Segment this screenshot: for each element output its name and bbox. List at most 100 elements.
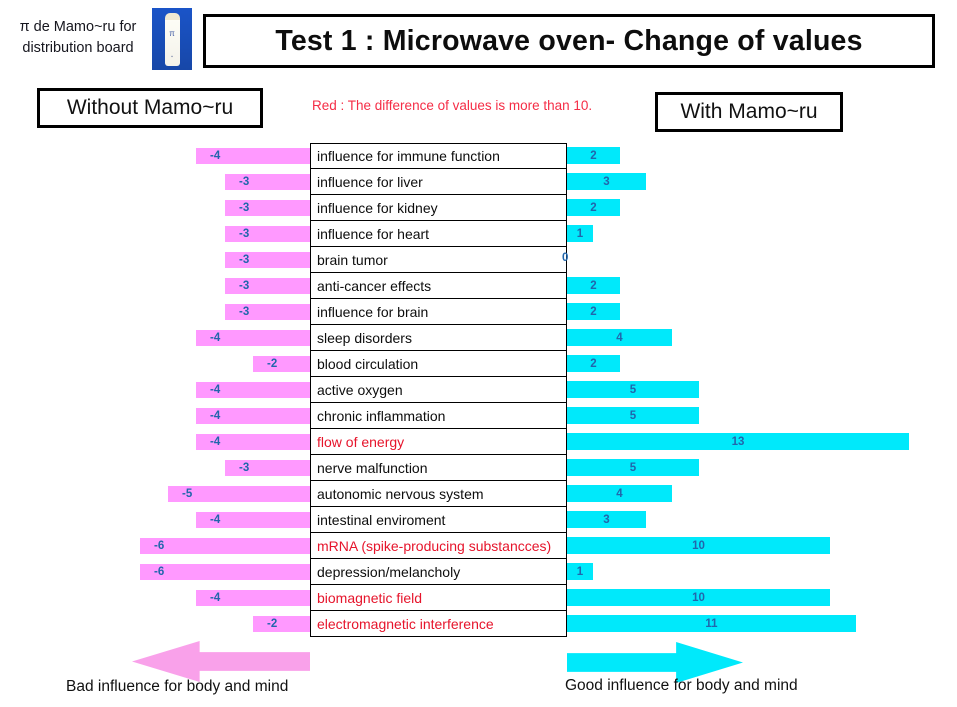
chart-row: -3 influence for kidney 2 [0, 195, 957, 221]
without-bar: -4 [196, 382, 310, 398]
right-bar-zone: 13 [567, 429, 957, 455]
with-value-label: 1 [576, 227, 584, 240]
with-value-label: 2 [590, 201, 597, 214]
right-bar-zone: 2 [567, 351, 957, 377]
without-value-label: -3 [239, 228, 250, 240]
category-label: flow of energy [310, 429, 567, 455]
without-value-label: -2 [267, 618, 278, 630]
without-value-label: -5 [182, 488, 193, 500]
category-label: autonomic nervous system [310, 481, 567, 507]
with-value-label: 3 [603, 175, 610, 188]
category-label: depression/melancholy [310, 559, 567, 585]
with-bar: 13 [567, 433, 909, 450]
without-value-label: -4 [210, 436, 221, 448]
with-value-label: 5 [629, 383, 637, 396]
with-value-label: 10 [692, 591, 705, 604]
right-bar-zone: 2 [567, 273, 957, 299]
without-bar: -4 [196, 512, 310, 528]
with-bar: 1 [567, 563, 593, 580]
chart-row: -3 nerve malfunction 5 [0, 455, 957, 481]
left-bar-zone: -4 [0, 325, 310, 351]
category-label: sleep disorders [310, 325, 567, 351]
without-bar: -3 [225, 460, 310, 476]
with-value-label: 2 [590, 149, 597, 162]
bad-influence-arrow-icon [132, 641, 310, 682]
with-value-label: 2 [590, 305, 597, 318]
with-bar: 11 [567, 615, 856, 632]
left-bar-zone: -4 [0, 143, 310, 169]
category-label: anti-cancer effects [310, 273, 567, 299]
without-value-label: -4 [210, 332, 221, 344]
right-bar-zone: 2 [567, 195, 957, 221]
chart-row: -4 active oxygen 5 [0, 377, 957, 403]
without-bar: -4 [196, 148, 310, 164]
without-value-label: -3 [239, 176, 250, 188]
category-label: electromagnetic interference [310, 611, 567, 637]
with-bar: 3 [567, 173, 646, 190]
without-bar: -3 [225, 226, 310, 242]
without-value-label: -2 [267, 358, 278, 370]
category-label: blood circulation [310, 351, 567, 377]
right-bar-zone: 4 [567, 325, 957, 351]
brand-line-2: distribution board [22, 40, 134, 57]
left-bar-zone: -3 [0, 273, 310, 299]
without-value-label: -4 [210, 410, 221, 422]
with-bar: 1 [567, 225, 593, 242]
chart-row: -4 sleep disorders 4 [0, 325, 957, 351]
right-bar-zone: 5 [567, 377, 957, 403]
category-label: chronic inflammation [310, 403, 567, 429]
chart-row: -2 electromagnetic interference 11 [0, 611, 957, 637]
left-bar-zone: -2 [0, 351, 310, 377]
without-bar: -4 [196, 590, 310, 606]
brand-text: π de Mamo~ru for distribution board [4, 17, 152, 59]
device-bottle-icon: π ▪ [164, 12, 180, 66]
left-bar-zone: -4 [0, 377, 310, 403]
good-influence-caption: Good influence for body and mind [565, 677, 798, 694]
category-label: active oxygen [310, 377, 567, 403]
right-bar-zone: 10 [567, 585, 957, 611]
right-bar-zone: 2 [567, 299, 957, 325]
with-bar: 5 [567, 407, 699, 424]
chart-row: -3 influence for brain 2 [0, 299, 957, 325]
without-value-label: -3 [239, 254, 250, 266]
device-photo: π ▪ [152, 8, 192, 70]
without-bar: -3 [225, 304, 310, 320]
with-value-label: 2 [590, 279, 597, 292]
without-bar: -6 [140, 538, 310, 554]
with-value-label: 10 [692, 539, 705, 552]
category-label: influence for kidney [310, 195, 567, 221]
with-value-label: 5 [629, 409, 637, 422]
category-label: mRNA (spike-producing substancces) [310, 533, 567, 559]
without-bar: -3 [225, 200, 310, 216]
left-bar-zone: -4 [0, 429, 310, 455]
category-label: biomagnetic field [310, 585, 567, 611]
left-bar-zone: -3 [0, 195, 310, 221]
category-label: intestinal enviroment [310, 507, 567, 533]
without-bar: -4 [196, 434, 310, 450]
chart-row: -2 blood circulation 2 [0, 351, 957, 377]
without-bar: -3 [225, 174, 310, 190]
left-bar-zone: -6 [0, 533, 310, 559]
with-value-label: 4 [616, 487, 623, 500]
left-bar-zone: -4 [0, 403, 310, 429]
chart: -4 influence for immune function 2 -3 influe… [0, 143, 957, 637]
category-label: influence for heart [310, 221, 567, 247]
chart-row: -3 influence for liver 3 [0, 169, 957, 195]
left-bar-zone: -3 [0, 455, 310, 481]
without-bar: -5 [168, 486, 310, 502]
chart-row: -5 autonomic nervous system 4 [0, 481, 957, 507]
right-bar-zone: 5 [567, 403, 957, 429]
chart-row: -3 anti-cancer effects 2 [0, 273, 957, 299]
with-bar: 4 [567, 485, 672, 502]
category-label: brain tumor [310, 247, 567, 273]
without-value-label: -3 [239, 306, 250, 318]
without-bar: -4 [196, 330, 310, 346]
without-value-label: -4 [210, 514, 221, 526]
with-bar: 5 [567, 459, 699, 476]
with-value-label: 1 [576, 565, 584, 578]
brand-line-1: π de Mamo~ru for [19, 19, 137, 35]
chart-row: -4 chronic inflammation 5 [0, 403, 957, 429]
left-bar-zone: -4 [0, 585, 310, 611]
left-bar-zone: -4 [0, 507, 310, 533]
